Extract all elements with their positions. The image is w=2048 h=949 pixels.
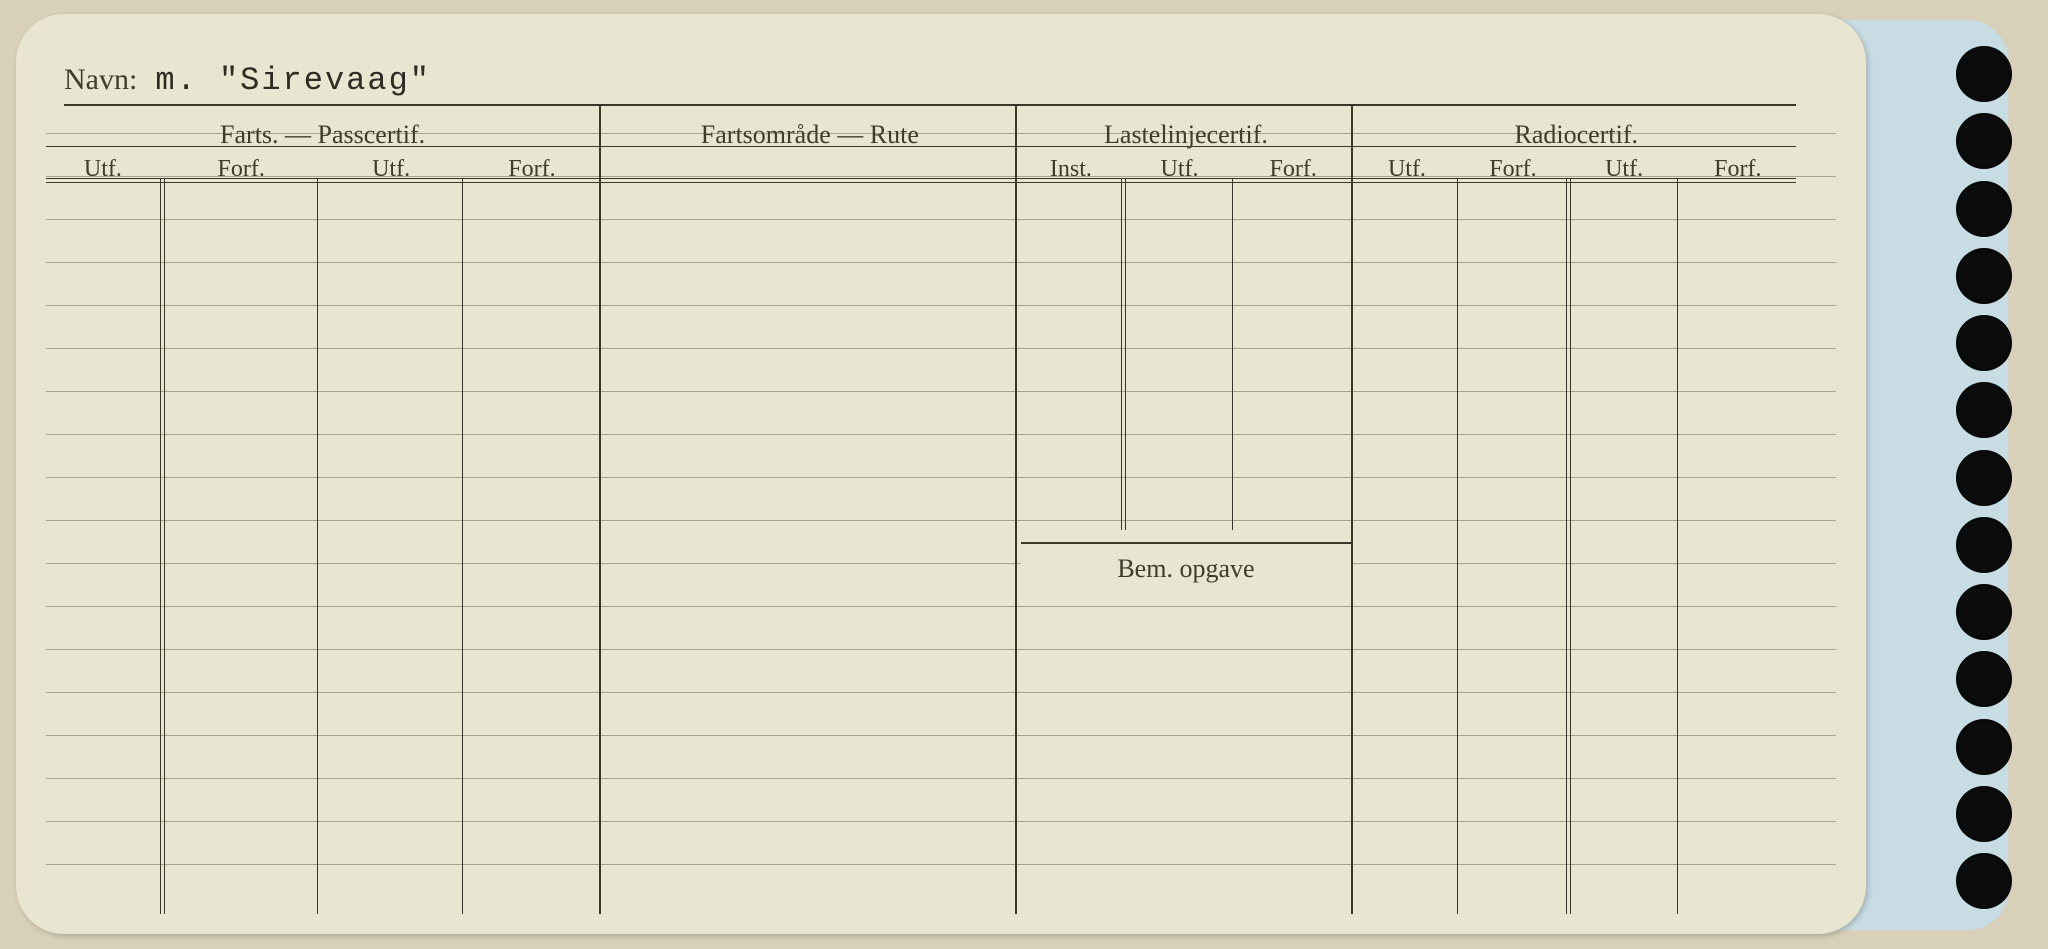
header-row: Navn: m. "Sirevaag" [64,62,1796,106]
bem-opgave-section: Bem. opgave [1021,542,1352,596]
punch-hole [1956,584,2012,640]
column-divider [1351,106,1353,914]
group-label-fartsomrade: Fartsområde — Rute [604,120,1015,150]
sub-label-farts_pass-forf2: Forf. [465,156,599,180]
sub-label-lastelinje-utf: Utf. [1127,156,1233,180]
sub-label-radio-utf2: Utf. [1571,156,1677,180]
punch-hole [1956,517,2012,573]
sub-label-radio-forf2: Forf. [1680,156,1796,180]
punch-holes [1956,46,2016,909]
column-divider [1121,178,1126,530]
sub-label-farts_pass-utf1: Utf. [46,156,160,180]
punch-hole [1956,786,2012,842]
sub-label-lastelinje-forf: Forf. [1235,156,1351,180]
table-area: Farts. — Passcertif.Utf.Forf.Utf.Forf.Fa… [46,106,1796,914]
punch-hole [1956,382,2012,438]
group-label-radio: Radiocertif. [1357,120,1796,150]
column-divider [1566,178,1571,914]
punch-hole [1956,651,2012,707]
group-label-farts_pass: Farts. — Passcertif. [46,120,599,150]
punch-hole [1956,113,2012,169]
column-divider [462,178,463,914]
punch-hole [1956,315,2012,371]
sub-label-lastelinje-inst: Inst. [1021,156,1122,180]
punch-hole [1956,853,2012,909]
column-divider [1232,178,1233,530]
punch-hole [1956,46,2012,102]
punch-hole [1956,181,2012,237]
sub-label-farts_pass-forf1: Forf. [165,156,318,180]
group-label-lastelinje: Lastelinjecertif. [1021,120,1352,150]
punch-hole [1956,450,2012,506]
column-divider [1457,178,1458,914]
navn-label: Navn: [64,63,137,97]
column-divider [317,178,318,914]
sub-label-radio-utf1: Utf. [1357,156,1458,180]
column-divider [1677,178,1678,914]
sub-label-radio-forf1: Forf. [1460,156,1566,180]
column-divider [599,106,601,914]
sub-label-farts_pass-utf2: Utf. [320,156,462,180]
bem-opgave-label: Bem. opgave [1021,554,1352,584]
punch-hole [1956,248,2012,304]
index-card: Navn: m. "Sirevaag" Farts. — Passcertif.… [16,14,1866,934]
column-divider [1015,106,1017,914]
column-divider [160,178,165,914]
punch-hole [1956,719,2012,775]
navn-value: m. "Sirevaag" [155,62,431,99]
